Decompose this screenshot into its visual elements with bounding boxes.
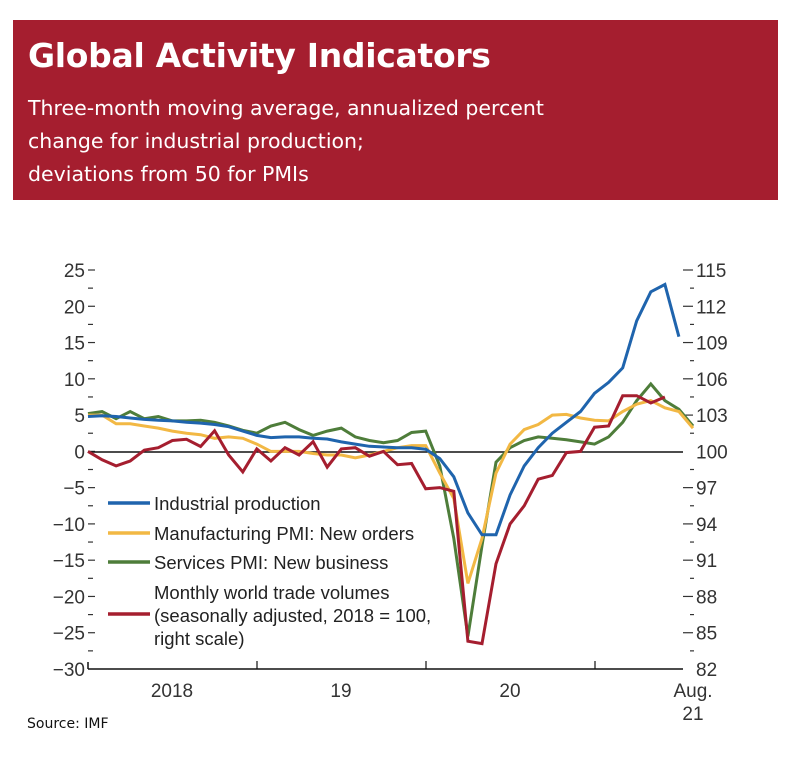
legend: Industrial production Manufacturing PMI: … bbox=[108, 493, 431, 649]
right-tick-label: 103 bbox=[696, 406, 728, 427]
subtitle-line: Three-month moving average, annualized p… bbox=[28, 96, 544, 120]
chart-header: Global Activity Indicators Three-month m… bbox=[13, 20, 778, 200]
left-tick-label: 15 bbox=[64, 334, 85, 355]
x-axis: 2018 19 20 Aug. 21 bbox=[87, 661, 713, 725]
left-tick-label: −25 bbox=[53, 624, 85, 645]
legend-label: (seasonally adjusted, 2018 = 100, bbox=[154, 605, 431, 626]
legend-label: Services PMI: New business bbox=[154, 552, 388, 573]
series-line-industrial-production bbox=[87, 282, 681, 537]
right-tick-label: 106 bbox=[696, 370, 728, 391]
series-line-services-pmi bbox=[87, 381, 695, 637]
legend-item-trade-volumes: Monthly world trade volumes(seasonally a… bbox=[108, 582, 431, 649]
left-tick-label: 10 bbox=[64, 370, 85, 391]
left-tick-label: −10 bbox=[53, 515, 85, 536]
chart-subtitle: Three-month moving average, annualized p… bbox=[28, 92, 544, 191]
left-tick-label: −30 bbox=[53, 660, 85, 681]
x-tick-label: 21 bbox=[682, 704, 703, 725]
left-tick-label: 0 bbox=[74, 442, 85, 463]
x-tick-label: Aug. bbox=[673, 681, 712, 702]
legend-label: Industrial production bbox=[154, 493, 321, 514]
x-tick-label: 20 bbox=[499, 681, 520, 702]
right-tick-label: 109 bbox=[696, 334, 728, 355]
left-tick-label: 20 bbox=[64, 297, 85, 318]
right-tick-label: 88 bbox=[696, 587, 717, 608]
right-tick-label: 85 bbox=[696, 624, 717, 645]
x-tick-label: 19 bbox=[330, 681, 351, 702]
x-tick-label: 2018 bbox=[151, 681, 193, 702]
left-tick-label: 25 bbox=[64, 261, 85, 282]
right-tick-label: 94 bbox=[696, 515, 718, 536]
right-axis: 115 112 109 106 103 100 97 94 91 88 85 82 bbox=[683, 261, 728, 681]
right-tick-label: 82 bbox=[696, 660, 717, 681]
right-tick-label: 100 bbox=[696, 442, 728, 463]
source-note: Source: IMF bbox=[27, 716, 109, 732]
legend-label: right scale) bbox=[154, 628, 244, 649]
left-tick-label: −15 bbox=[53, 551, 85, 572]
left-tick-label: 5 bbox=[74, 406, 85, 427]
left-tick-label: −5 bbox=[63, 479, 85, 500]
legend-item-manufacturing-pmi: Manufacturing PMI: New orders bbox=[108, 523, 414, 544]
left-axis: 25 20 15 10 5 0 −5 −10 −15 −20 −25 −30 bbox=[53, 261, 95, 681]
series-line-trade-volumes bbox=[87, 394, 666, 646]
legend-item-services-pmi: Services PMI: New business bbox=[108, 552, 388, 573]
series-layer bbox=[87, 282, 695, 646]
legend-item-industrial-production: Industrial production bbox=[108, 493, 321, 514]
right-tick-label: 91 bbox=[696, 551, 717, 572]
chart-title: Global Activity Indicators bbox=[28, 36, 491, 75]
subtitle-line: change for industrial production; bbox=[28, 129, 364, 153]
subtitle-line: deviations from 50 for PMIs bbox=[28, 162, 309, 186]
right-tick-label: 97 bbox=[696, 479, 717, 500]
series-line-manufacturing-pmi bbox=[88, 399, 695, 584]
legend-label: Manufacturing PMI: New orders bbox=[154, 523, 414, 544]
right-tick-label: 112 bbox=[696, 297, 726, 318]
legend-label: Monthly world trade volumes bbox=[154, 582, 389, 603]
left-tick-label: −20 bbox=[53, 587, 85, 608]
right-tick-label: 115 bbox=[696, 261, 726, 282]
